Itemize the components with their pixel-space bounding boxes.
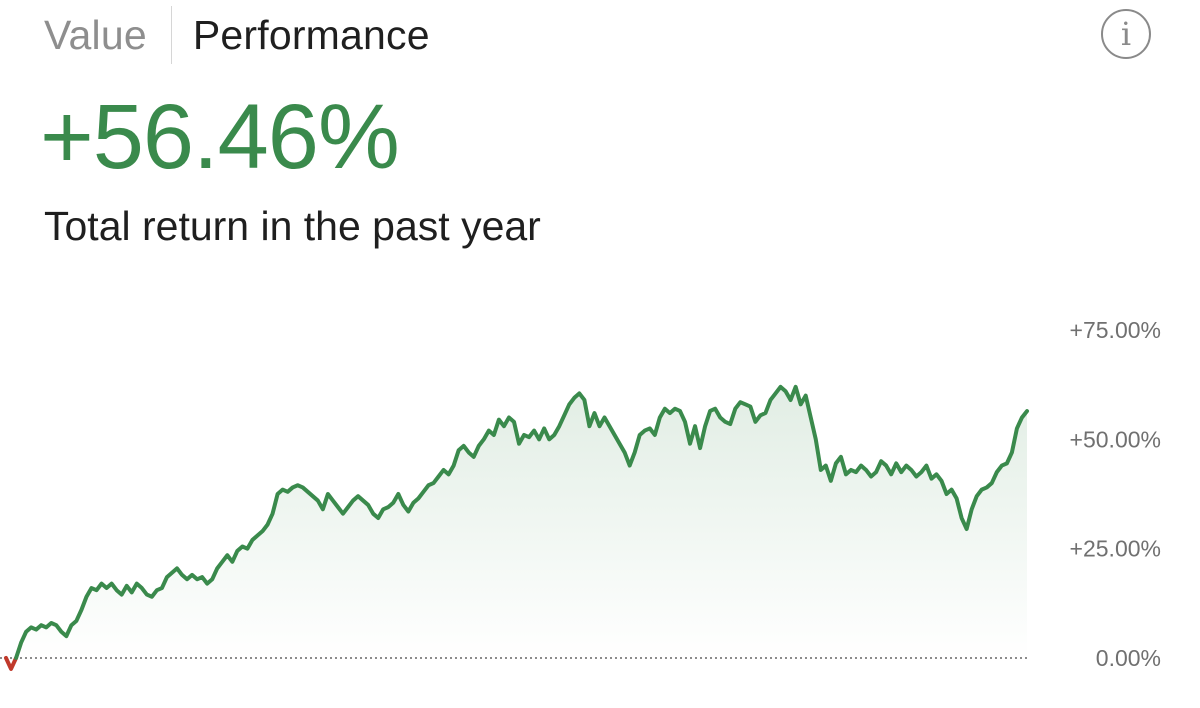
y-tick-label: +25.00% [1070,536,1161,562]
tab-value[interactable]: Value [44,12,147,58]
series-line-negative [4,656,19,671]
series-line [14,384,1029,660]
y-tick-label: +50.00% [1070,426,1161,452]
tab-divider [170,6,172,64]
info-icon[interactable]: i [1101,9,1151,59]
y-axis: +75.00% +50.00% +25.00% 0.00% [1070,317,1161,671]
series-area-fill [16,386,1028,658]
total-return-value: +56.46% [40,86,400,188]
y-tick-label: 0.00% [1096,645,1161,671]
tab-bar: Value Performance [44,6,430,64]
tab-performance[interactable]: Performance [192,12,430,58]
y-tick-label: +75.00% [1070,317,1161,343]
total-return-caption: Total return in the past year [44,203,541,249]
